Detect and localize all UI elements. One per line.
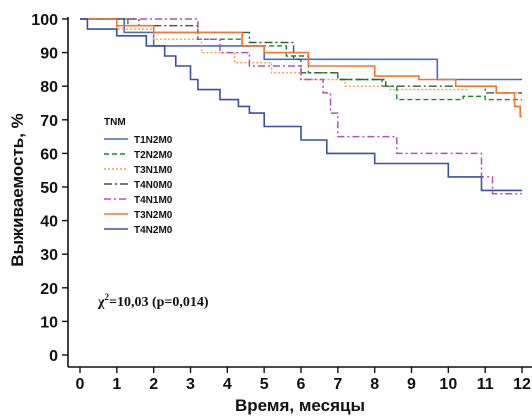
y-tick-label: 10: [40, 314, 58, 331]
x-tick-label: 2: [149, 376, 158, 393]
legend: TNM T1N2M0 T2N2M0 T3N1M0 T4N0M0 T4N1M0 T3N2M0…: [96, 108, 194, 242]
series-line-t4n2m0: [80, 18, 522, 192]
chi-value: =10,03 (p=0,014): [109, 295, 209, 310]
legend-items: T1N2M0 T2N2M0 T3N1M0 T4N0M0 T4N1M0 T3N2M0 T4N2…: [104, 135, 173, 236]
x-tick-label: 3: [186, 376, 195, 393]
y-tick-label: 20: [40, 281, 58, 298]
legend-label-t4n0m0: T4N0M0: [134, 180, 173, 191]
x-tick-label: 12: [513, 376, 531, 393]
legend-label-t3n2m0: T3N2M0: [134, 210, 173, 221]
chi-symbol: χ: [97, 295, 105, 310]
legend-label-t2n2m0: T2N2M0: [134, 150, 173, 161]
y-tick-label: 60: [40, 146, 58, 163]
legend-label-t4n1m0: T4N1M0: [134, 195, 173, 206]
y-tick-label: 50: [40, 180, 58, 197]
x-tick-label: 6: [297, 376, 306, 393]
legend-label-t1n2m0: T1N2M0: [134, 135, 173, 146]
legend-label-t4n2m0: T4N2M0: [134, 225, 173, 236]
chi-square-annotation: χ2=10,03 (p=0,014): [97, 292, 209, 310]
x-tick-label: 7: [333, 376, 342, 393]
x-tick-label: 10: [439, 376, 457, 393]
y-tick-label: 30: [40, 247, 58, 264]
legend-label-t3n1m0: T3N1M0: [134, 165, 173, 176]
series-line-t3n1m0: [80, 18, 522, 94]
x-tick-label: 8: [370, 376, 379, 393]
x-tick-label: 0: [76, 376, 85, 393]
x-axis-title: Время, месяцы: [235, 396, 365, 415]
x-tick-label: 11: [477, 376, 494, 393]
y-tick-label: 40: [40, 214, 58, 231]
x-tick-label: 4: [223, 376, 232, 393]
legend-title: TNM: [104, 117, 126, 128]
legend-box: [96, 108, 194, 242]
chi-superscript: 2: [104, 292, 109, 302]
x-tick-label: 5: [260, 376, 269, 393]
y-axis-title: Выживаемость, %: [8, 113, 27, 267]
y-tick-label: 70: [40, 113, 58, 130]
x-tick-label: 9: [407, 376, 416, 393]
series-line-t4n1m0: [80, 18, 522, 195]
x-tick-label: 1: [112, 376, 121, 393]
y-tick-label: 100: [31, 12, 58, 29]
series-line-t3n2m0: [80, 18, 522, 118]
y-tick-label: 80: [40, 79, 58, 96]
y-tick-label: 0: [49, 348, 58, 365]
y-tick-label: 90: [40, 46, 58, 63]
series-layer: [80, 18, 522, 195]
axes: [62, 17, 532, 373]
